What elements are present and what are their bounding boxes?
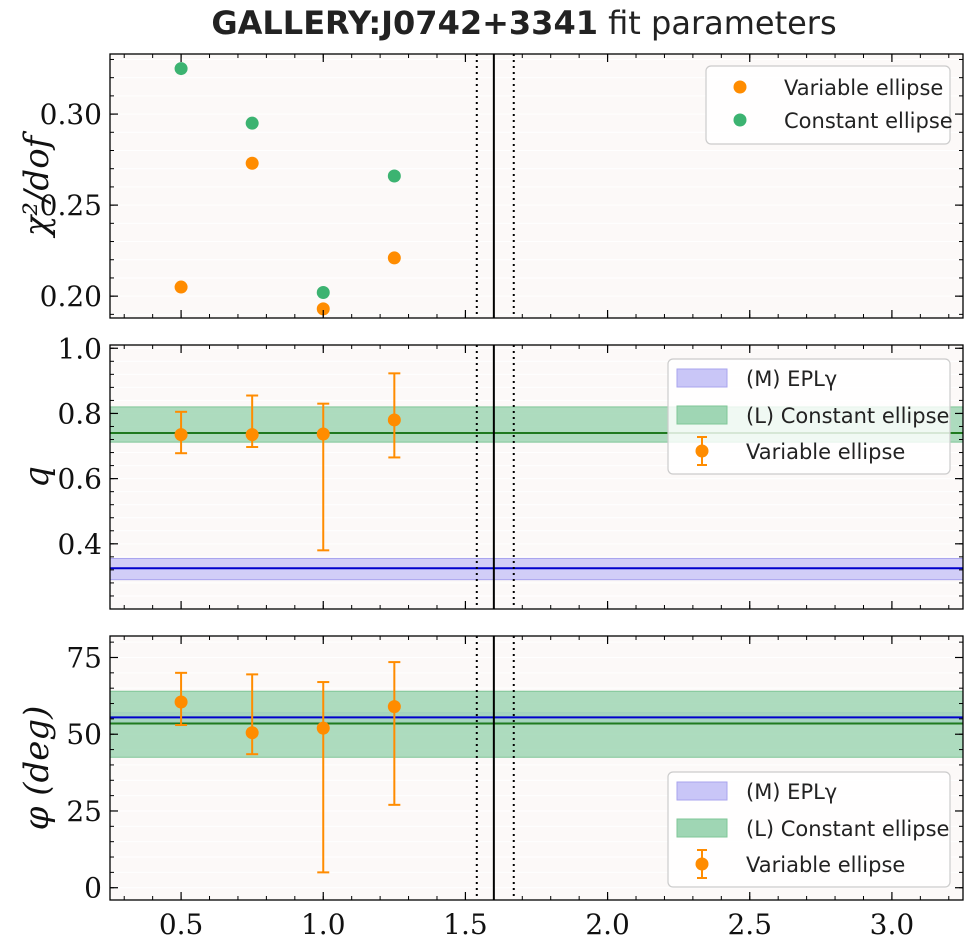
y-tick-label: 0.20 bbox=[40, 280, 102, 313]
panel-2: 0.4 0.6 0.8 1.0 q (M) EPLγ (L) Constant ellips… bbox=[17, 332, 964, 610]
y-axis-label: χ²/dof bbox=[17, 130, 57, 238]
panel-3: 0 25 50 75 0.5 1.0 1.5 2.0 2.5 3.0 φ (deg) (M) EPLγ… bbox=[17, 635, 964, 941]
data-point bbox=[174, 428, 188, 442]
legend: Variable ellipse Constant ellipse bbox=[705, 65, 953, 145]
legend-marker bbox=[733, 113, 747, 127]
y-tick-label: 50 bbox=[66, 718, 102, 751]
data-point bbox=[245, 116, 259, 130]
data-point bbox=[245, 726, 259, 740]
data-point bbox=[387, 413, 401, 427]
data-point bbox=[316, 427, 330, 441]
x-tick-label: 1.5 bbox=[443, 908, 488, 941]
y-tick-label: 0 bbox=[84, 872, 102, 905]
y-tick-label: 75 bbox=[66, 641, 102, 674]
legend: (M) EPLγ (L) Constant ellipse Variable ell… bbox=[667, 358, 951, 475]
y-axis-label: q bbox=[17, 466, 57, 488]
x-tick-label: 1.0 bbox=[301, 908, 346, 941]
legend-label: Variable ellipse bbox=[784, 76, 943, 100]
data-point bbox=[387, 700, 401, 714]
legend-label: Constant ellipse bbox=[784, 109, 953, 133]
figure-title-rest: fit parameters bbox=[598, 4, 837, 42]
legend-swatch bbox=[676, 368, 728, 388]
legend-box bbox=[667, 358, 951, 475]
y-tick-label: 0.4 bbox=[57, 528, 102, 561]
data-point bbox=[316, 286, 330, 300]
data-point bbox=[316, 302, 330, 316]
legend-swatch bbox=[676, 405, 728, 425]
legend-label: (M) EPLγ bbox=[746, 780, 837, 804]
data-point bbox=[245, 428, 259, 442]
y-tick-label: 0.25 bbox=[40, 189, 102, 222]
x-tick-label: 3.0 bbox=[870, 908, 915, 941]
y-tick-label: 0.30 bbox=[40, 98, 102, 131]
plot-frame bbox=[109, 344, 964, 610]
legend-label: (L) Constant ellipse bbox=[746, 817, 949, 841]
legend-swatch bbox=[676, 781, 728, 801]
y-tick-label: 0.8 bbox=[57, 397, 102, 430]
data-point bbox=[387, 169, 401, 183]
legend-marker bbox=[695, 857, 709, 871]
y-tick-label: 1.0 bbox=[57, 332, 102, 365]
data-point bbox=[316, 721, 330, 735]
legend-label: Variable ellipse bbox=[746, 440, 905, 464]
plot-frame bbox=[109, 53, 964, 319]
data-point bbox=[174, 280, 188, 294]
data-point bbox=[174, 62, 188, 76]
y-tick-label: 25 bbox=[66, 795, 102, 828]
plot-frame bbox=[109, 635, 964, 901]
legend: (M) EPLγ (L) Constant ellipse Variable ell… bbox=[667, 771, 951, 888]
legend-label: (L) Constant ellipse bbox=[746, 404, 949, 428]
legend-marker bbox=[733, 80, 747, 94]
y-tick-label: 0.6 bbox=[57, 463, 102, 496]
y-axis-label: φ (deg) bbox=[17, 706, 57, 831]
data-point bbox=[174, 695, 188, 709]
x-tick-label: 2.5 bbox=[727, 908, 772, 941]
x-tick-label: 0.5 bbox=[159, 908, 204, 941]
legend-box bbox=[705, 65, 951, 145]
legend-marker bbox=[695, 444, 709, 458]
data-point bbox=[387, 251, 401, 265]
x-tick-label: 2.0 bbox=[585, 908, 630, 941]
legend-label: (M) EPLγ bbox=[746, 367, 837, 391]
figure-title: GALLERY:J0742+3341 fit parameters bbox=[211, 4, 836, 42]
legend-swatch bbox=[676, 818, 728, 838]
figure-title-bold: GALLERY:J0742+3341 bbox=[211, 4, 598, 42]
legend-box bbox=[667, 771, 951, 888]
data-point bbox=[245, 156, 259, 170]
legend-label: Variable ellipse bbox=[746, 853, 905, 877]
